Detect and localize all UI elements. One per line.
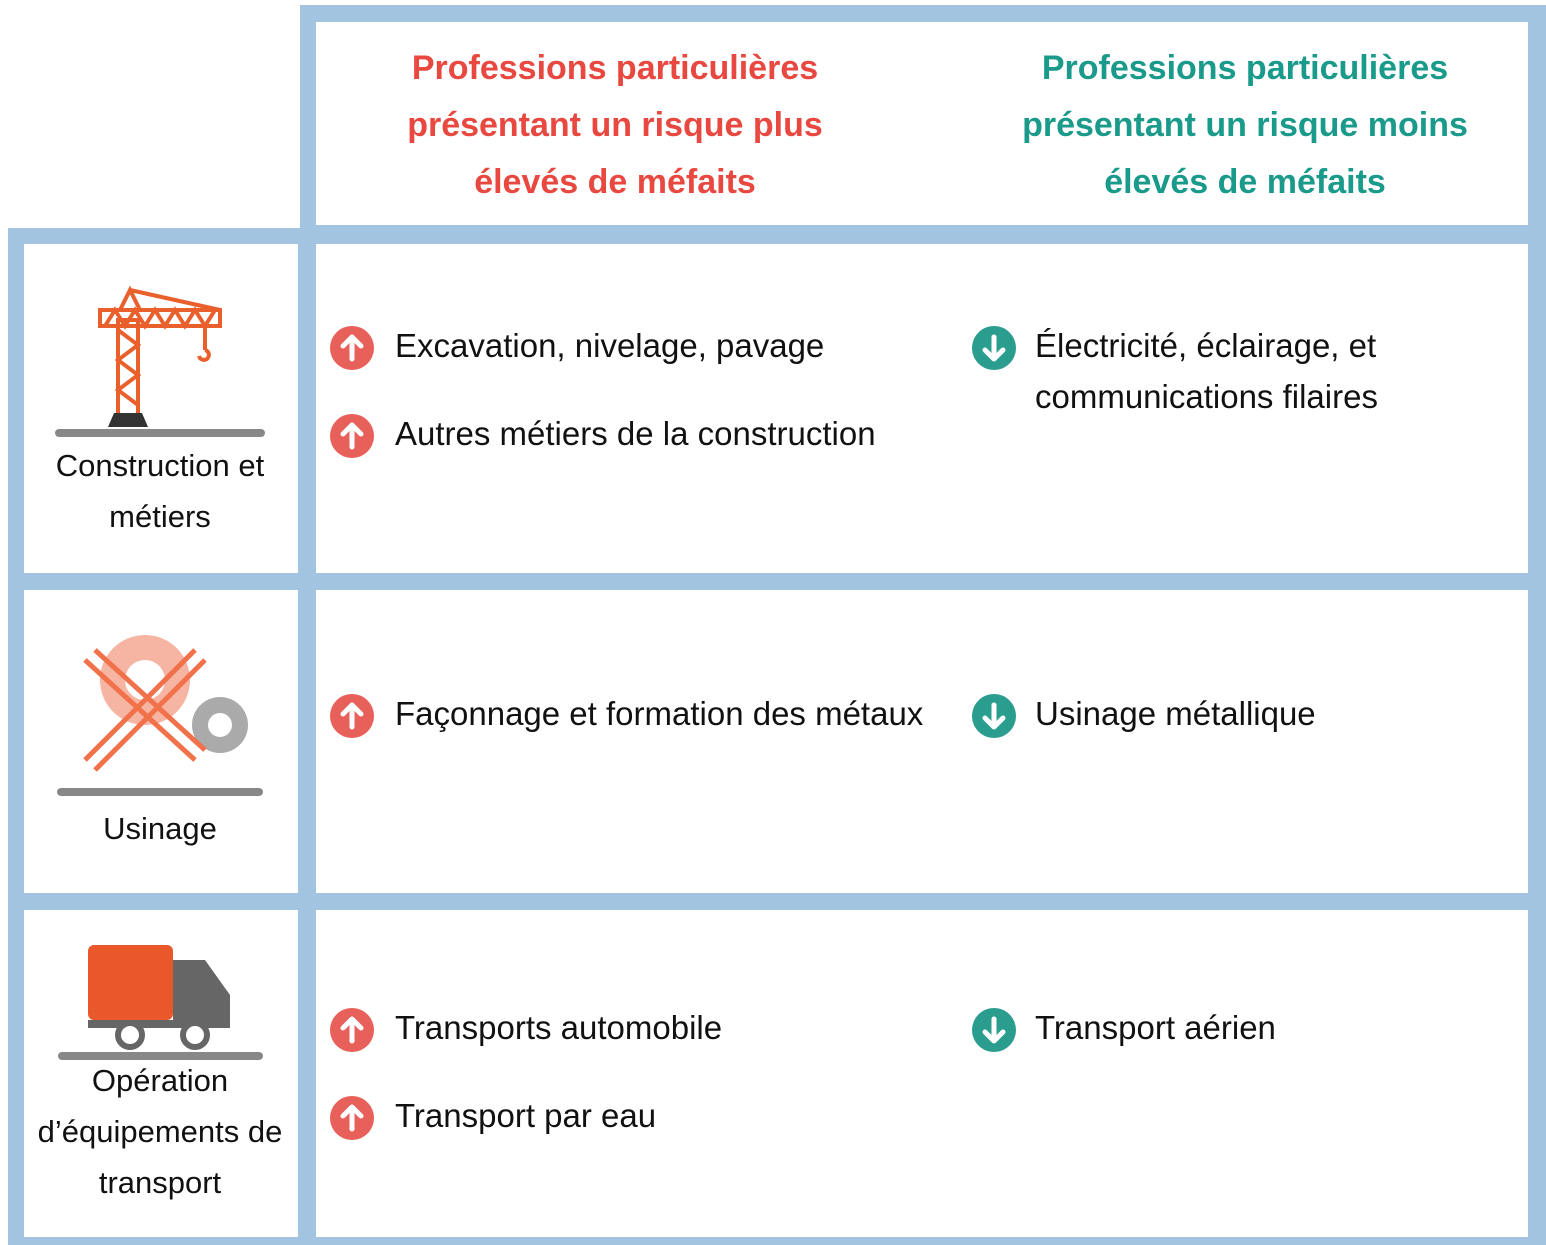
cell [316, 910, 1528, 1237]
category: Opération d’équipements de transport [37, 1063, 283, 1200]
arrow-up-icon [330, 326, 374, 370]
item-text: Électricité, éclairage, et communication… [1035, 327, 1378, 415]
item-text: Excavation, nivelage, pavage [395, 327, 825, 364]
arrow-up-icon [330, 414, 374, 458]
header-low: Professions particulières présentant un … [1022, 49, 1468, 201]
item-text: Transports automobile [395, 1009, 723, 1046]
item-text: Usinage métallique [1035, 695, 1316, 732]
item-text: Transport par eau [395, 1097, 657, 1134]
crane-icon [55, 285, 265, 437]
truck-icon [58, 945, 263, 1060]
arrow-down-icon [972, 1008, 1016, 1052]
tools-icon [57, 635, 263, 796]
arrow-up-icon [330, 694, 374, 738]
header-high: Professions particulières présentant un … [407, 49, 823, 201]
item-text: Façonnage et formation des métaux [395, 695, 924, 732]
cell [316, 590, 1528, 893]
item-text: Transport aérien [1035, 1009, 1276, 1046]
category: Construction et métiers [55, 448, 265, 534]
arrow-up-icon [330, 1008, 374, 1052]
item-text: Autres métiers de la construction [395, 415, 876, 452]
arrow-up-icon [330, 1096, 374, 1140]
header-cell [316, 22, 1528, 225]
category: Usinage [103, 811, 217, 846]
arrow-down-icon [972, 694, 1016, 738]
cell [316, 244, 1528, 573]
arrow-down-icon [972, 326, 1016, 370]
